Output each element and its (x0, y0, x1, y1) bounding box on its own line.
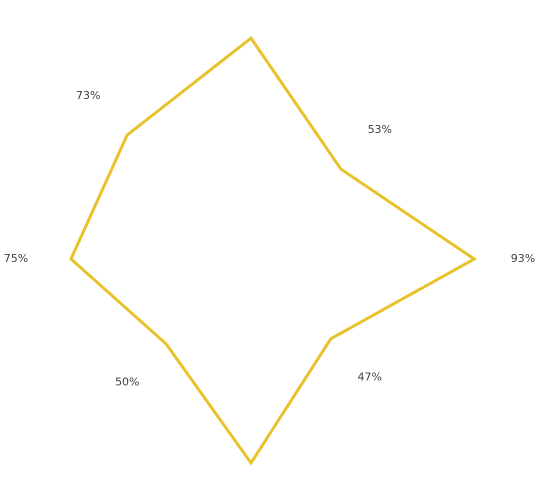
data-label-3: 47% (357, 371, 381, 384)
data-label-2: 93% (511, 252, 535, 265)
data-label-7: 73% (76, 89, 100, 102)
radar-series-outline (69, 36, 478, 466)
data-label-5: 50% (115, 376, 139, 389)
data-label-1: 53% (368, 123, 392, 136)
data-label-6: 75% (4, 252, 28, 265)
